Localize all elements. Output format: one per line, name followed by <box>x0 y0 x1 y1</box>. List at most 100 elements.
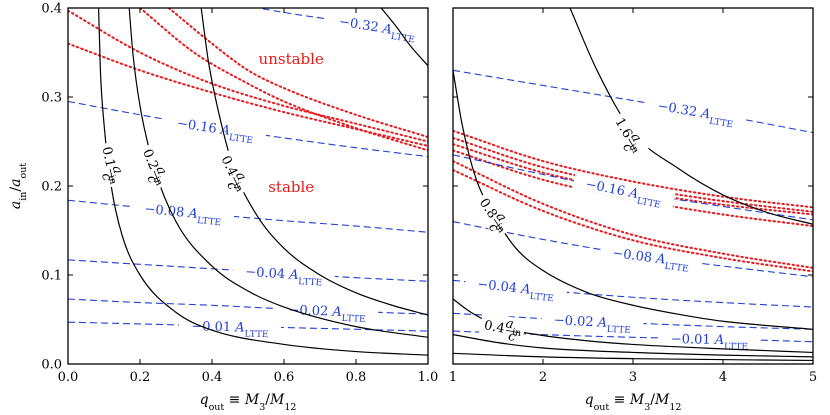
ltte-label-text: −0.01 ALTTE <box>671 332 749 353</box>
right-panel: −0.32 ALTTE −0.16 ALTTE −0.08 ALTTE −0.04 A… <box>449 7 817 413</box>
ltte-label-0p02: −0.02 ALTTE <box>541 310 644 336</box>
x-tick-label: 0.0 <box>58 370 79 385</box>
y-tick-label: 0.0 <box>41 358 62 373</box>
contour-line-0p1 <box>98 8 428 356</box>
ltte-label-background <box>232 262 336 285</box>
ltte-label-0p01: −0.01 ALTTE <box>178 316 282 340</box>
ltte-label-background <box>658 329 761 348</box>
ltte-label-0p08: −0.08 ALTTE <box>131 198 235 229</box>
stability-curve-stability-5 <box>453 160 813 269</box>
x-tick-label: 0.6 <box>274 370 295 385</box>
ltte-label-text: −0.08 ALTTE <box>611 246 690 275</box>
contour-label-number: 0.4 <box>483 318 506 337</box>
ltte-line-0p16 <box>453 154 813 221</box>
contour-label-fraction-bar <box>628 138 637 152</box>
left-panel: −0.32 ALTTE−0.16 ALTTE−0.08 ALTTE−0.04 A… <box>8 2 439 413</box>
ltte-label-background <box>325 10 428 43</box>
ltte-label-0p08: −0.08 ALTTE <box>599 242 703 275</box>
contour-line-0p8 <box>453 70 813 330</box>
region-label-stable: stable <box>268 178 314 196</box>
x-axis-label: qout ≡ M3/M12 <box>200 392 297 413</box>
stability-curve-stability-3 <box>453 143 813 216</box>
contour-label-background <box>478 311 527 344</box>
x-tick-label: 4 <box>719 370 727 385</box>
ltte-line-0p08 <box>68 199 428 233</box>
contour-line-0p8 <box>380 8 428 67</box>
ltte-label-0p16: −0.16 ALTTE <box>572 172 676 211</box>
contour-line-1p6 <box>569 8 813 225</box>
contour-line-0p4 <box>453 298 813 354</box>
contour-label-fraction-bar <box>505 329 520 334</box>
ltte-label-background <box>275 300 379 321</box>
stability-curve-stability-2 <box>453 136 813 213</box>
x-tick-label: 0.2 <box>130 370 151 385</box>
ltte-line-0p04 <box>453 279 813 308</box>
stability-curve-stability-3 <box>167 8 428 139</box>
region-label-unstable: unstable <box>259 50 324 68</box>
x-tick-label: 1.0 <box>418 370 439 385</box>
x-tick-label: 3 <box>629 370 637 385</box>
ltte-label-0p04: −0.04 ALTTE <box>232 262 336 289</box>
ltte-label-text: −0.02 ALTTE <box>288 303 366 325</box>
ltte-line-0p32 <box>453 69 813 134</box>
x-tick-label: 5 <box>809 370 817 385</box>
ltte-label-background <box>644 94 748 128</box>
contour-line-0p2 <box>128 8 428 338</box>
ltte-label-0p02: −0.02 ALTTE <box>275 300 379 325</box>
contour-label-background <box>471 189 516 240</box>
ltte-label-0p32: −0.32 ALTTE <box>644 94 748 131</box>
ltte-label-0p04: −0.04 ALTTE <box>464 273 568 304</box>
ltte-label-background <box>464 273 568 301</box>
plot-area: −0.32 ALTTE−0.16 ALTTE−0.08 ALTTE−0.04 A… <box>68 8 428 356</box>
y-tick-label: 0.4 <box>41 2 62 17</box>
contour-label-fraction-bar <box>493 218 503 231</box>
ltte-label-text: −0.32 ALTTE <box>656 99 735 131</box>
y-tick-label: 0.2 <box>41 180 62 195</box>
contour-line-0p4 <box>200 8 428 316</box>
x-tick-label: 0.4 <box>202 370 223 385</box>
ltte-line-0p02 <box>68 298 428 315</box>
ltte-label-background <box>131 198 235 225</box>
stability-curve-stability-4 <box>453 149 813 228</box>
stability-curve-stability-4 <box>139 8 428 152</box>
ltte-line-0p08 <box>453 221 813 278</box>
ltte-label-text: −0.08 ALTTE <box>143 202 222 229</box>
contour-label-0p8: 0.8ainc <box>471 189 516 240</box>
contour-label-background <box>94 140 128 189</box>
ltte-label-background <box>572 172 676 209</box>
ltte-label-background <box>541 310 644 332</box>
contour-label-background <box>213 147 255 198</box>
contour-label-denominator: c <box>507 329 518 345</box>
x-axis-label: qout ≡ M3/M12 <box>585 392 682 413</box>
ltte-label-text: −0.01 ALTTE <box>191 319 269 340</box>
ltte-label-background <box>163 112 268 144</box>
contour-label-number: 0.1 <box>98 145 117 168</box>
contour-line-0p1 <box>453 352 813 362</box>
ltte-label-background <box>599 242 703 272</box>
contour-label-background <box>135 141 174 192</box>
contour-label-1p6: 1.6ainc <box>607 109 650 160</box>
stability-curve-stability-6 <box>453 168 813 273</box>
stability-curve-stability-1 <box>453 129 813 209</box>
ltte-label-text: −0.04 ALTTE <box>476 277 555 304</box>
stability-curve-stability-2 <box>68 42 428 147</box>
x-tick-label: 1 <box>449 370 457 385</box>
x-tick-label: 2 <box>539 370 547 385</box>
contour-label-fraction-bar <box>153 170 160 184</box>
contour-label-background <box>607 109 650 160</box>
ltte-label-text: −0.32 ALTTE <box>337 15 416 46</box>
contour-label-fraction-bar <box>233 176 241 190</box>
contour-label-denominator: c <box>98 172 114 183</box>
y-tick-label: 0.1 <box>41 269 62 284</box>
ltte-label-0p01: −0.01 ALTTE <box>658 329 761 353</box>
ltte-label-background <box>178 316 282 336</box>
ltte-label-text: −0.04 ALTTE <box>245 265 323 289</box>
x-tick-label: 0.8 <box>346 370 367 385</box>
stability-curve-stability-1 <box>68 9 428 143</box>
ltte-label-text: −0.02 ALTTE <box>553 313 631 336</box>
